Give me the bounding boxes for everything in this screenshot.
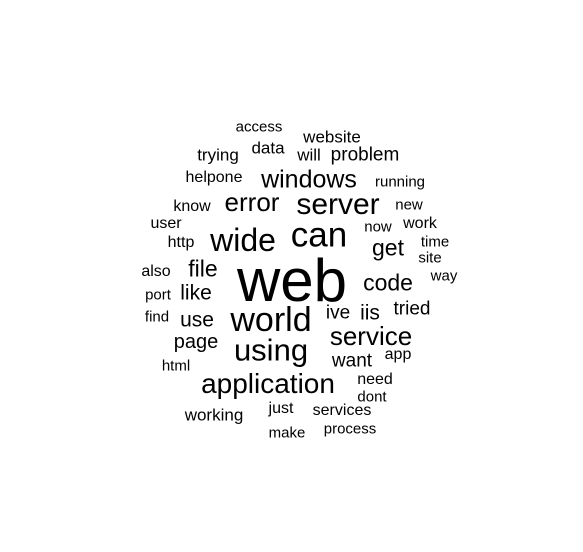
word: ive	[325, 302, 351, 324]
word: access	[235, 118, 283, 136]
word: web	[236, 247, 348, 314]
word: get	[372, 234, 404, 261]
word: just	[268, 400, 294, 417]
word: website	[303, 127, 361, 147]
word: application	[201, 368, 335, 399]
word: running	[374, 173, 426, 191]
word: service	[329, 321, 413, 351]
word: server	[296, 188, 380, 221]
word: port	[145, 286, 171, 304]
word: site	[418, 249, 442, 267]
word: know	[173, 198, 211, 215]
word: also	[141, 263, 171, 280]
word: working	[184, 405, 244, 425]
word: tried	[393, 298, 431, 320]
word: error	[224, 187, 280, 217]
word: file	[188, 255, 218, 282]
word: wide	[210, 222, 276, 258]
word: html	[161, 357, 191, 375]
word: world	[230, 301, 312, 339]
word: now	[364, 218, 392, 236]
word: new	[395, 196, 423, 214]
word: data	[251, 138, 285, 158]
word: time	[420, 233, 450, 251]
word: http	[167, 234, 195, 251]
word: using	[233, 332, 309, 368]
word: problem	[330, 144, 400, 166]
word: can	[290, 215, 348, 255]
word: find	[144, 308, 170, 326]
word: like	[180, 281, 212, 305]
word: page	[173, 331, 219, 353]
word: code	[363, 269, 413, 296]
word: app	[384, 346, 412, 363]
word: helpone	[185, 169, 243, 186]
word: use	[180, 308, 214, 332]
word: trying	[197, 145, 239, 165]
word: make	[268, 424, 306, 442]
word: work	[403, 215, 437, 232]
word: process	[323, 420, 377, 438]
word: services	[312, 402, 372, 419]
word: way	[430, 267, 458, 285]
word: want	[331, 350, 373, 372]
word: iis	[360, 301, 380, 325]
word: need	[357, 371, 393, 388]
word: will	[297, 145, 321, 165]
word: dont	[357, 388, 387, 406]
word: windows	[261, 165, 357, 194]
word: user	[150, 215, 182, 232]
